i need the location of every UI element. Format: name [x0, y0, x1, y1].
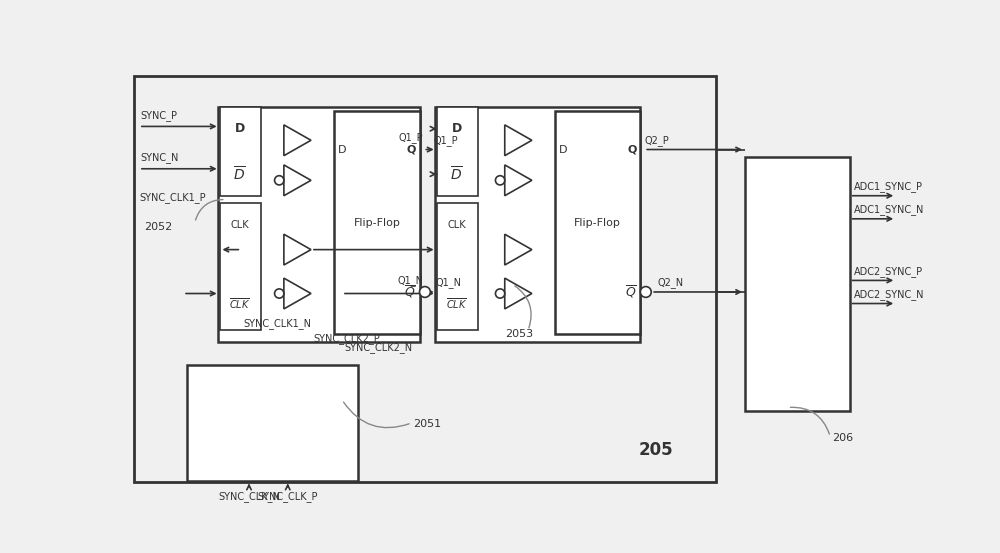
Text: SYNC_CLK_N: SYNC_CLK_N	[218, 491, 280, 502]
Text: Q1_P: Q1_P	[433, 135, 458, 145]
Text: $\overline{CLK}$: $\overline{CLK}$	[446, 296, 467, 311]
Text: CLK: CLK	[447, 220, 466, 230]
Text: $\overline{Q}$: $\overline{Q}$	[404, 284, 416, 300]
Bar	[435, 107, 640, 342]
Bar	[555, 111, 640, 335]
Circle shape	[420, 286, 430, 298]
Text: Q2_N: Q2_N	[657, 277, 684, 288]
Text: 206: 206	[832, 433, 853, 444]
Bar	[437, 107, 478, 196]
Text: SYNC_CLK1_N: SYNC_CLK1_N	[244, 318, 312, 329]
Circle shape	[640, 286, 651, 298]
Text: ADC1_SYNC_N: ADC1_SYNC_N	[854, 204, 924, 215]
Text: Q: Q	[406, 144, 416, 154]
Circle shape	[275, 176, 284, 185]
Text: SYNC_P: SYNC_P	[140, 110, 178, 121]
Text: SYNC_CLK1_P: SYNC_CLK1_P	[139, 192, 206, 204]
Polygon shape	[505, 278, 532, 309]
Text: D: D	[338, 144, 347, 154]
Text: $\overline{CLK}$: $\overline{CLK}$	[229, 296, 250, 311]
Polygon shape	[505, 234, 532, 265]
Text: $\overline{Q}$: $\overline{Q}$	[625, 284, 637, 300]
Text: ADC2_SYNC_N: ADC2_SYNC_N	[854, 289, 924, 300]
Polygon shape	[284, 165, 311, 196]
Bar	[437, 204, 478, 331]
Text: D: D	[559, 144, 568, 154]
Text: Q1_N: Q1_N	[436, 277, 462, 288]
Text: 205: 205	[639, 441, 673, 459]
Polygon shape	[284, 125, 311, 156]
Text: ADC1_SYNC_P: ADC1_SYNC_P	[854, 181, 922, 192]
Text: 2051: 2051	[413, 419, 441, 430]
Text: SYNC_CLK2_N: SYNC_CLK2_N	[344, 342, 412, 353]
Text: Q1_N: Q1_N	[397, 275, 423, 286]
Bar	[220, 107, 261, 196]
Circle shape	[275, 289, 284, 298]
Bar	[220, 204, 261, 331]
Text: $\overline{D}$: $\overline{D}$	[450, 165, 463, 183]
Bar	[187, 365, 358, 481]
Text: D: D	[452, 122, 462, 135]
Bar	[134, 76, 716, 482]
Polygon shape	[505, 165, 532, 196]
Text: SYNC_CLK_P: SYNC_CLK_P	[258, 491, 318, 502]
Bar	[334, 111, 420, 335]
Text: CLK: CLK	[230, 220, 249, 230]
Text: D: D	[235, 122, 245, 135]
Text: SYNC_N: SYNC_N	[140, 153, 179, 163]
Circle shape	[495, 289, 505, 298]
Circle shape	[495, 176, 505, 185]
Text: SYNC_CLK2_P: SYNC_CLK2_P	[313, 333, 380, 343]
Text: Flip-Flop: Flip-Flop	[574, 218, 621, 228]
Text: ADC2_SYNC_P: ADC2_SYNC_P	[854, 265, 923, 276]
Bar	[745, 157, 850, 411]
Text: Q2_P: Q2_P	[644, 135, 669, 145]
Polygon shape	[284, 278, 311, 309]
Text: Q1_P: Q1_P	[399, 133, 423, 143]
Bar	[218, 107, 420, 342]
Text: 2053: 2053	[505, 330, 533, 340]
Polygon shape	[505, 125, 532, 156]
Text: 2052: 2052	[144, 222, 173, 232]
Text: $\overline{D}$: $\overline{D}$	[233, 165, 246, 183]
Text: Flip-Flop: Flip-Flop	[353, 218, 400, 228]
Text: Q: Q	[627, 144, 637, 154]
Polygon shape	[284, 234, 311, 265]
